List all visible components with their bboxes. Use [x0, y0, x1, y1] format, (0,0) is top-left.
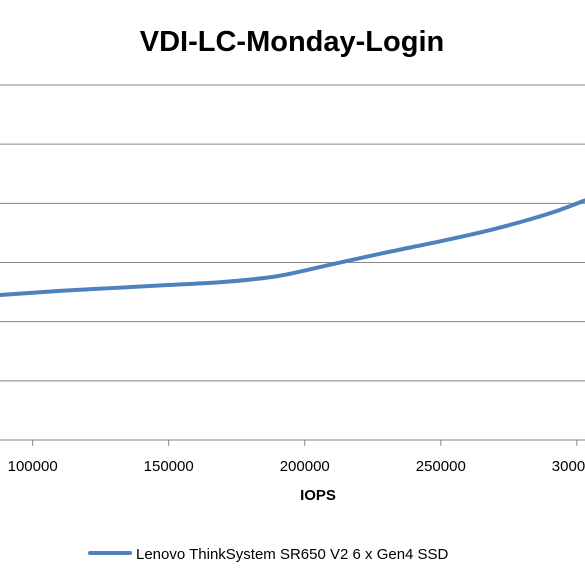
- x-axis-title: IOPS: [300, 487, 336, 504]
- x-tick-label: 150000: [144, 458, 194, 475]
- legend-label: Lenovo ThinkSystem SR650 V2 6 x Gen4 SSD: [136, 546, 449, 563]
- x-tick-label: 200000: [280, 458, 330, 475]
- gridlines: [0, 84, 585, 382]
- plot-area: [0, 198, 585, 298]
- chart-title: VDI-LC-Monday-Login: [140, 26, 444, 58]
- x-tick-label: 250000: [416, 458, 466, 475]
- x-axis-ticks: 100000 150000 200000 250000 300000: [8, 440, 585, 475]
- x-tick-label: 300000: [552, 458, 585, 475]
- series-line: [0, 198, 585, 298]
- legend: Lenovo ThinkSystem SR650 V2 6 x Gen4 SSD: [88, 546, 449, 563]
- x-tick-label: 100000: [8, 458, 58, 475]
